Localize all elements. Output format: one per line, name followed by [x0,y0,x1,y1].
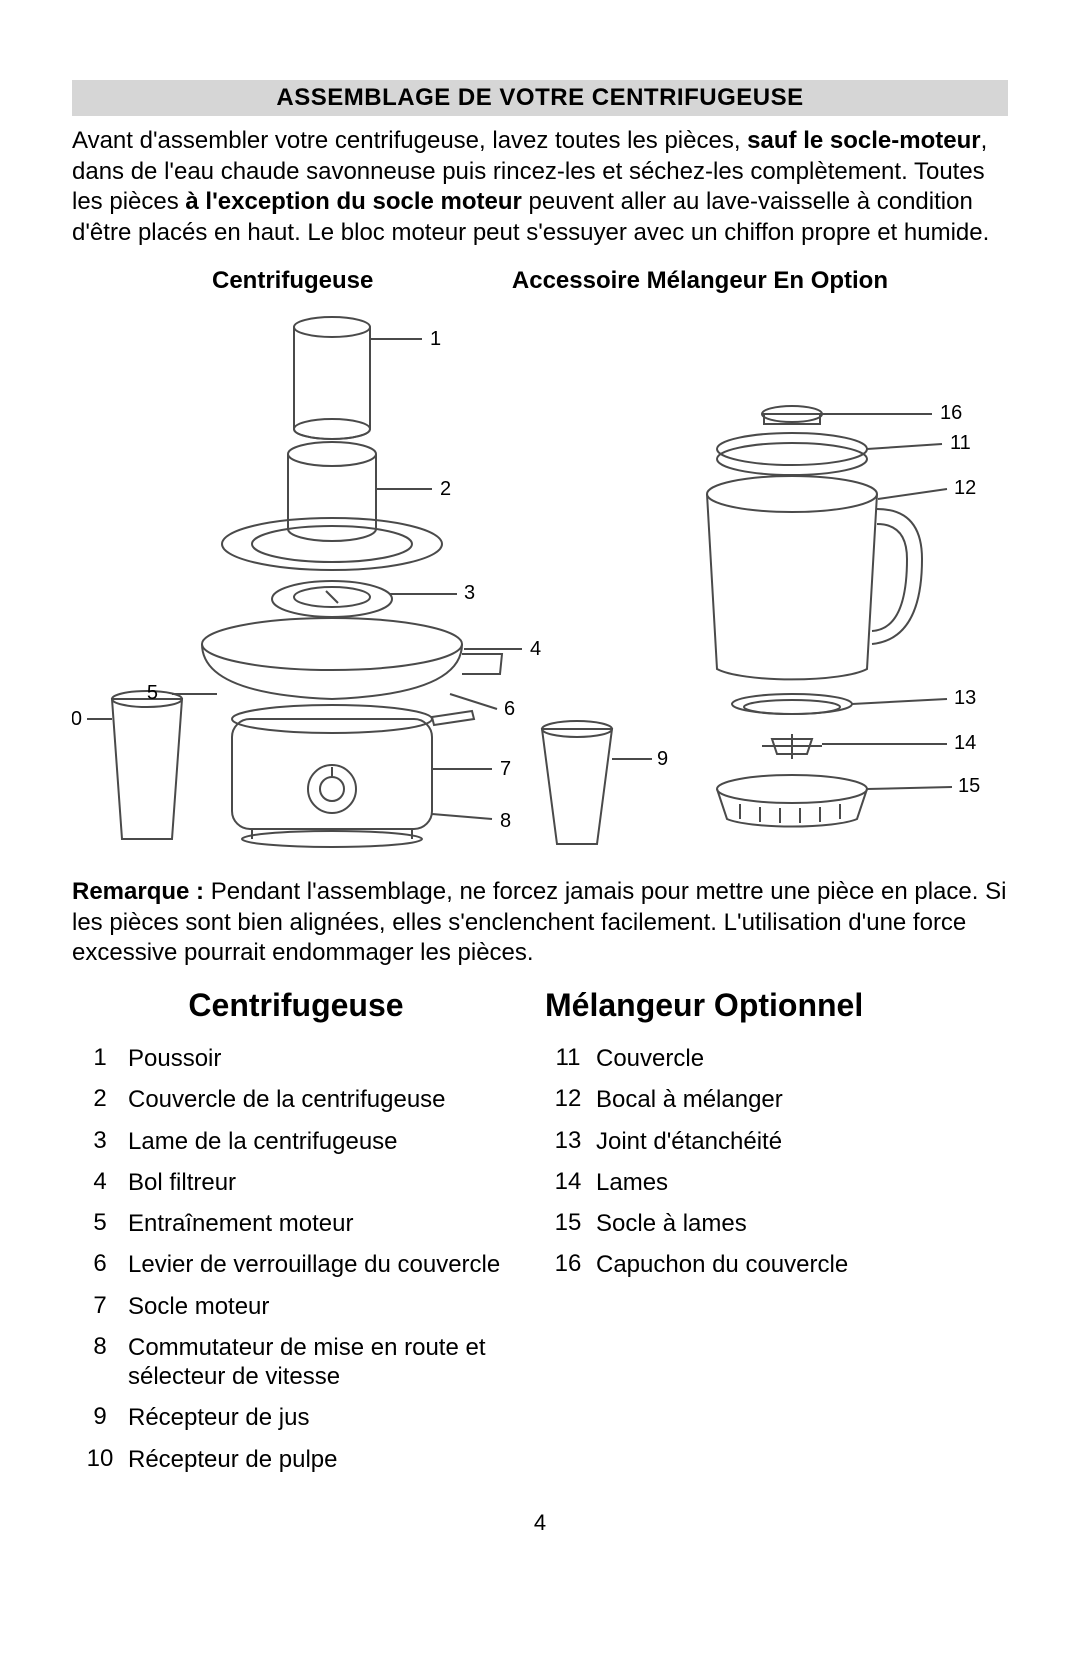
part-num: 14 [540,1168,596,1196]
part-num: 7 [72,1292,128,1320]
intro-bold-d: à l'exception du socle moteur [185,188,521,215]
part-row: 15Socle à lames [540,1203,1008,1244]
parts-heading-right: Mélangeur Optionnel [545,987,1008,1024]
parts-col-right: 11Couvercle 12Bocal à mélanger 13Joint d… [540,1038,1008,1480]
callout-5: 5 [147,682,158,704]
part-row: 5Entraînement moteur [72,1203,540,1244]
parts-heading-left: Centrifugeuse [72,987,520,1024]
callout-6: 6 [504,698,515,720]
part-num: 15 [540,1209,596,1237]
part-num: 16 [540,1250,596,1278]
part-num: 8 [72,1333,128,1361]
callout-13: 13 [954,687,976,709]
callout-11: 11 [950,432,971,454]
part-label: Couvercle de la centrifugeuse [128,1085,540,1114]
part-row: 8Commutateur de mise en route et sélecte… [72,1327,540,1398]
parts-headings-row: Centrifugeuse Mélangeur Optionnel [72,987,1008,1038]
diagram-label-right: Accessoire Mélangeur En Option [512,267,888,295]
part-row: 9Récepteur de jus [72,1397,540,1438]
part-row: 6Levier de verrouillage du couvercle [72,1244,540,1285]
part-label: Poussoir [128,1044,540,1073]
callout-10: 10 [72,708,82,730]
diagram-svg: 1 2 3 4 5 6 7 8 9 10 11 12 13 14 15 16 [72,299,1008,859]
part-label: Bocal à mélanger [596,1085,1008,1114]
part-label: Lame de la centrifugeuse [128,1127,540,1156]
part-num: 9 [72,1403,128,1431]
callout-1: 1 [430,328,441,350]
diagram-label-left: Centrifugeuse [212,267,373,295]
intro-bold-b: sauf le socle-moteur [747,127,980,154]
part-num: 12 [540,1085,596,1113]
part-label: Commutateur de mise en route et sélecteu… [128,1333,540,1392]
part-row: 10Récepteur de pulpe [72,1439,540,1480]
callout-8: 8 [500,810,511,832]
section-header: ASSEMBLAGE DE VOTRE CENTRIFUGEUSE [72,80,1008,116]
part-row: 13Joint d'étanchéité [540,1121,1008,1162]
callout-12: 12 [954,477,976,499]
part-row: 3Lame de la centrifugeuse [72,1121,540,1162]
part-row: 14Lames [540,1162,1008,1203]
diagram-label-row: Centrifugeuse Accessoire Mélangeur En Op… [72,267,1008,295]
part-num: 1 [72,1044,128,1072]
part-row: 11Couvercle [540,1038,1008,1079]
part-row: 7Socle moteur [72,1286,540,1327]
callout-14: 14 [954,732,976,754]
part-row: 12Bocal à mélanger [540,1079,1008,1120]
part-label: Couvercle [596,1044,1008,1073]
callout-3: 3 [464,582,475,604]
part-row: 2Couvercle de la centrifugeuse [72,1079,540,1120]
callout-7: 7 [500,758,511,780]
parts-col-left: 1Poussoir 2Couvercle de la centrifugeuse… [72,1038,540,1480]
exploded-diagram: 1 2 3 4 5 6 7 8 9 10 11 12 13 14 15 16 [72,299,1008,859]
part-label: Récepteur de pulpe [128,1445,540,1474]
part-row: 16Capuchon du couvercle [540,1244,1008,1285]
callout-15: 15 [958,775,980,797]
manual-page: ASSEMBLAGE DE VOTRE CENTRIFUGEUSE Avant … [0,0,1080,1576]
part-label: Socle à lames [596,1209,1008,1238]
part-num: 2 [72,1085,128,1113]
part-label: Capuchon du couvercle [596,1250,1008,1279]
part-row: 1Poussoir [72,1038,540,1079]
intro-text-a: Avant d'assembler votre centrifugeuse, l… [72,127,747,154]
callout-2: 2 [440,478,451,500]
part-label: Bol filtreur [128,1168,540,1197]
note-text: Pendant l'assemblage, ne forcez jamais p… [72,878,1006,966]
part-num: 13 [540,1127,596,1155]
part-num: 11 [540,1044,596,1072]
part-label: Joint d'étanchéité [596,1127,1008,1156]
part-label: Lames [596,1168,1008,1197]
callout-4: 4 [530,638,541,660]
part-label: Entraînement moteur [128,1209,540,1238]
part-row: 4Bol filtreur [72,1162,540,1203]
part-num: 5 [72,1209,128,1237]
part-num: 10 [72,1445,128,1473]
note-label: Remarque : [72,878,204,905]
part-num: 3 [72,1127,128,1155]
intro-paragraph: Avant d'assembler votre centrifugeuse, l… [72,126,1008,249]
callout-16: 16 [940,402,962,424]
callout-9: 9 [657,748,668,770]
part-label: Récepteur de jus [128,1403,540,1432]
page-number: 4 [72,1510,1008,1536]
part-label: Socle moteur [128,1292,540,1321]
parts-grid: 1Poussoir 2Couvercle de la centrifugeuse… [72,1038,1008,1480]
part-num: 4 [72,1168,128,1196]
part-num: 6 [72,1250,128,1278]
note-paragraph: Remarque : Pendant l'assemblage, ne forc… [72,877,1008,969]
part-label: Levier de verrouillage du couvercle [128,1250,540,1279]
